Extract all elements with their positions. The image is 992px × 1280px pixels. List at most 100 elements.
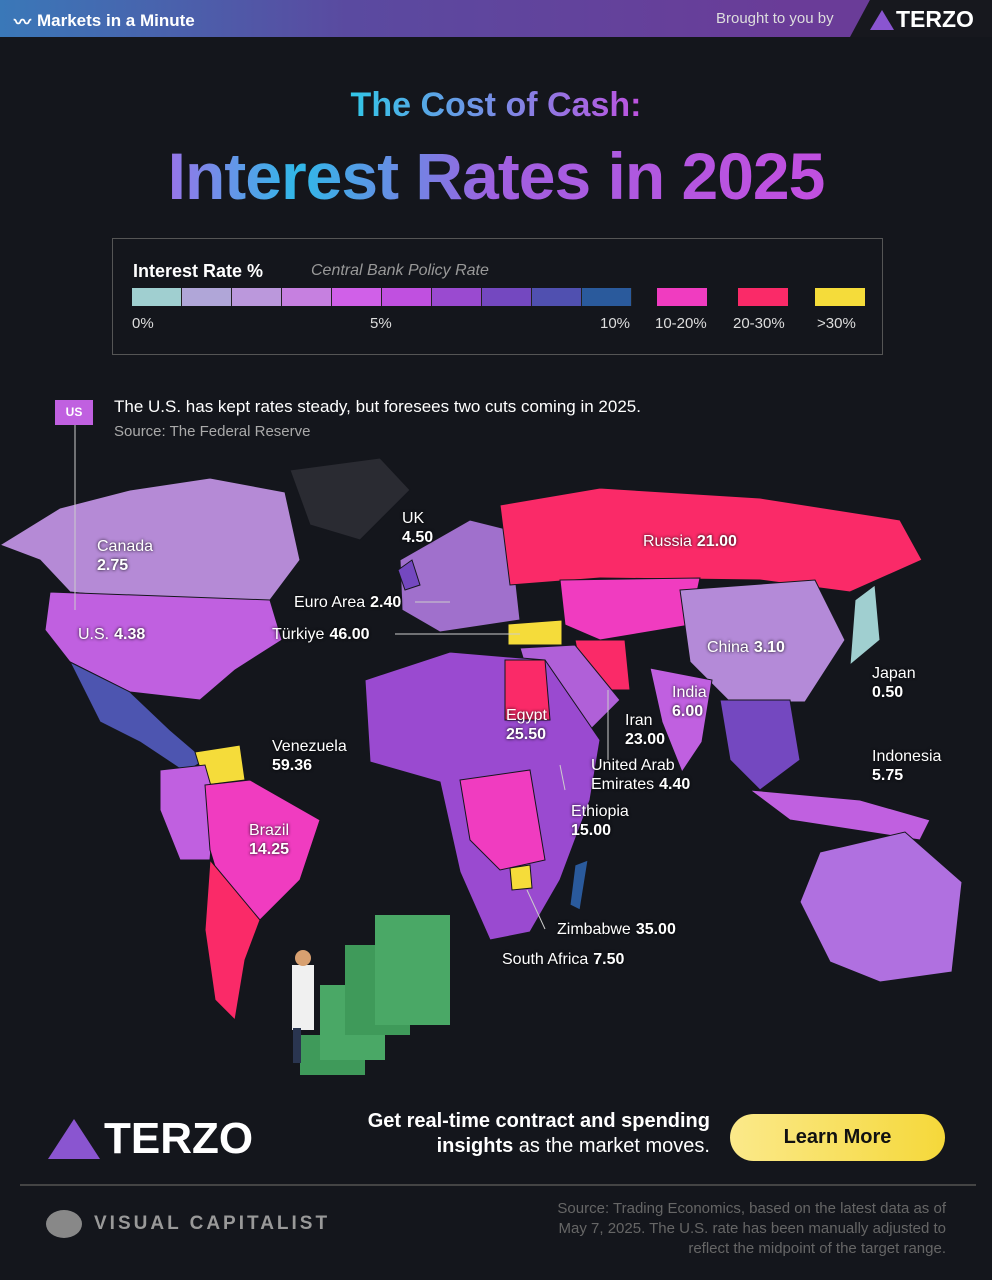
label-south-africa: South Africa 7.50: [502, 950, 624, 969]
vc-icon: [46, 1210, 82, 1238]
terzo-logo: TERZO: [870, 6, 974, 33]
cta-text: Get real-time contract and spending insig…: [368, 1109, 710, 1159]
label-china: China 3.10: [707, 638, 785, 657]
zimbabwe: [509, 864, 533, 891]
color-scale: [132, 288, 632, 306]
egypt: [504, 659, 551, 721]
scale-step-8: [532, 288, 582, 306]
title-line2: Interest Rates in 2025: [0, 138, 992, 214]
china: [679, 579, 846, 703]
money-stacks-illustration: [292, 915, 450, 1075]
swatch-over-30: [815, 288, 865, 306]
title-line1: The Cost of Cash:: [0, 86, 992, 125]
legend-cat-over-30: >30%: [817, 315, 856, 332]
label-iran: Iran 23.00: [625, 711, 665, 749]
us-annotation-source: Source: The Federal Reserve: [114, 423, 311, 440]
turkiye: [507, 619, 563, 646]
scale-step-2: [232, 288, 282, 306]
scale-step-7: [482, 288, 532, 306]
label-egypt: Egypt 25.50: [506, 706, 547, 744]
swatch-10-20: [657, 288, 707, 306]
country-rate: 5.75: [872, 767, 904, 784]
wave-icon: 〰: [14, 13, 31, 32]
brought-by-text: Brought to you by: [716, 10, 834, 27]
legend-cat-10-20: 10-20%: [655, 315, 707, 332]
visual-capitalist-logo: VISUAL CAPITALIST: [46, 1210, 330, 1238]
footer-terzo-logo: TERZO: [48, 1114, 253, 1164]
terzo-triangle-icon: [870, 9, 894, 30]
australia: [799, 831, 963, 983]
terzo-triangle-icon: [48, 1119, 100, 1159]
scale-step-0: [132, 288, 182, 306]
country-name: Venezuela: [272, 738, 347, 755]
country-name: Euro Area: [294, 594, 366, 611]
country-rate: 25.50: [506, 726, 547, 743]
country-name: South Africa: [502, 951, 589, 968]
world-map: [0, 425, 963, 1075]
country-rate: 15.00: [571, 822, 612, 839]
indonesia: [748, 789, 931, 841]
europe: [399, 519, 521, 633]
country-rate: 3.10: [753, 639, 785, 656]
learn-more-button[interactable]: Learn More: [730, 1114, 945, 1161]
label-india: India 6.00: [672, 683, 707, 721]
country-rate: 21.00: [696, 533, 737, 550]
us-annotation: The U.S. has kept rates steady, but fore…: [114, 397, 641, 416]
label-united-arab-emirates: United Arab Emirates 4.40: [591, 756, 706, 794]
country-name: Russia: [643, 533, 692, 550]
cta-bold: insights: [436, 1135, 514, 1157]
uk: [397, 559, 421, 591]
country-name: Ethiopia: [571, 803, 629, 820]
cta-rest: as the market moves.: [513, 1135, 710, 1157]
country-name: U.S.: [78, 626, 110, 643]
scale-step-1: [182, 288, 232, 306]
label-venezuela: Venezuela 59.36: [272, 737, 347, 775]
country-name: Zimbabwe: [557, 921, 631, 938]
country-name: United Arab Emirates: [591, 757, 675, 793]
country-rate: 4.38: [114, 626, 146, 643]
footer-source: Source: Trading Economics, based on the …: [557, 1200, 946, 1257]
divider: [20, 1184, 976, 1186]
country-name: India: [672, 684, 707, 701]
country-name: China: [707, 639, 749, 656]
country-rate: 2.75: [97, 557, 129, 574]
label-indonesia: Indonesia 5.75: [872, 747, 941, 785]
argentina: [204, 858, 261, 1022]
country-rate: 7.50: [593, 951, 625, 968]
country-rate: 59.36: [272, 757, 313, 774]
markets-in-a-minute-logo: 〰 Markets in a Minute: [14, 8, 195, 33]
southeast-asia: [719, 699, 801, 791]
legend-label-0: 0%: [132, 315, 154, 332]
legend-label-5: 5%: [370, 315, 392, 332]
legend-label-10: 10%: [600, 315, 631, 332]
scale-step-6: [432, 288, 482, 306]
label-ethiopia: Ethiopia 15.00: [571, 802, 629, 840]
country-name: Indonesia: [872, 748, 942, 765]
legend: Interest Rate % Central Bank Policy Rate…: [112, 238, 883, 355]
label-u-s-: U.S. 4.38: [78, 625, 145, 644]
label-japan: Japan 0.50: [872, 664, 916, 702]
country-name: Iran: [625, 712, 653, 729]
russia: [499, 487, 923, 593]
label-canada: Canada 2.75: [97, 537, 153, 575]
scale-step-9: [582, 288, 632, 306]
country-rate: 4.40: [659, 776, 691, 793]
country-name: Canada: [97, 538, 154, 555]
country-rate: 6.00: [672, 703, 704, 720]
legend-subtitle: Central Bank Policy Rate: [311, 262, 489, 279]
label-brazil: Brazil 14.25: [249, 821, 289, 859]
country-rate: 14.25: [249, 841, 290, 858]
label-uk: UK 4.50: [402, 509, 433, 547]
india: [649, 667, 713, 774]
central-asia: [559, 577, 701, 641]
united-states: [44, 591, 283, 701]
label-russia: Russia 21.00: [643, 532, 737, 551]
country-rate: 35.00: [635, 921, 676, 938]
greenland: [289, 457, 411, 541]
leader-lines: [74, 425, 609, 930]
legend-title: Interest Rate %: [133, 261, 264, 281]
label-zimbabwe: Zimbabwe 35.00: [557, 920, 676, 939]
country-name: Türkiye: [272, 626, 325, 643]
country-rate: 23.00: [625, 731, 666, 748]
top-banner: 〰 Markets in a Minute Brought to you by: [0, 0, 992, 37]
